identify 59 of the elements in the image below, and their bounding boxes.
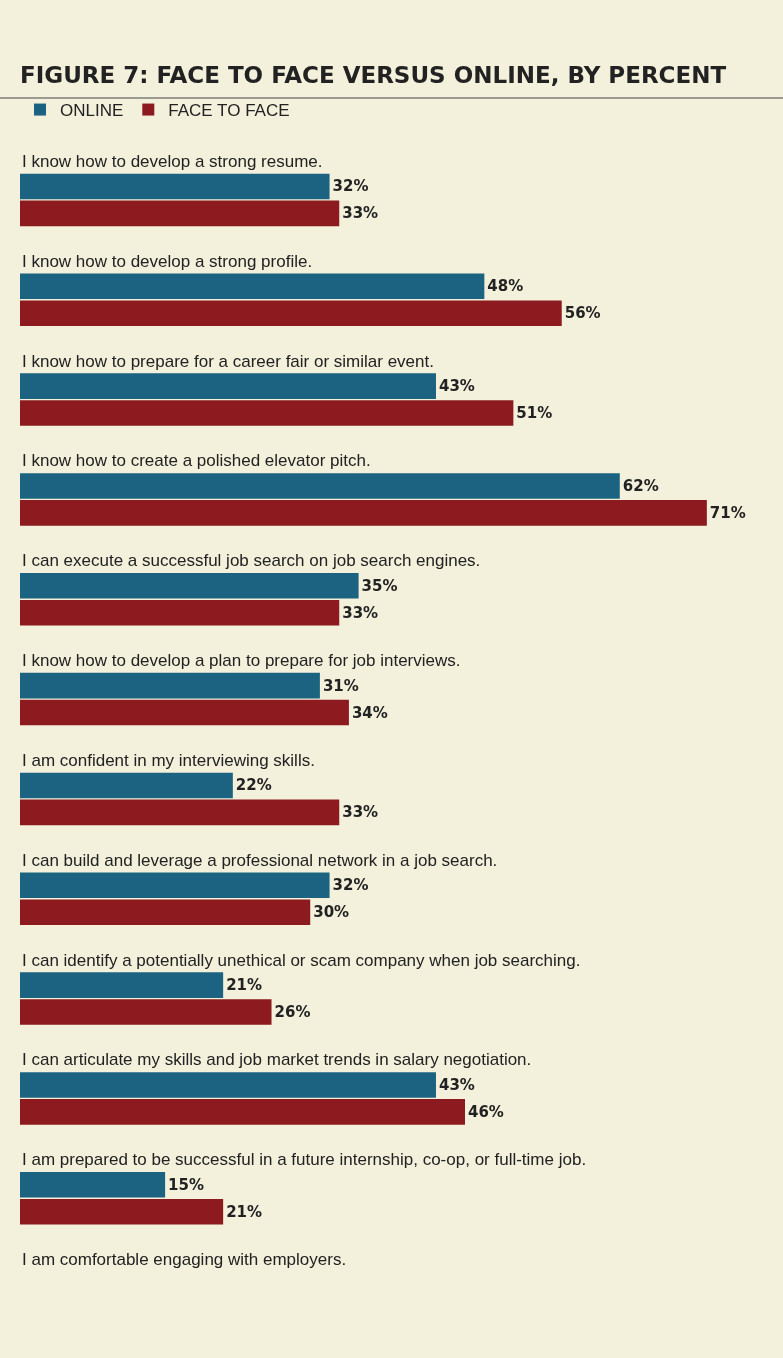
bar [20, 173, 330, 200]
data-label: 71% [709, 503, 746, 522]
data-label: 22% [235, 776, 272, 795]
bar [20, 1072, 436, 1098]
bar [20, 872, 330, 899]
bar [20, 972, 224, 998]
bar [20, 473, 620, 499]
data-label: 48% [487, 277, 524, 296]
bar [20, 300, 562, 327]
bar [20, 799, 340, 826]
bar [20, 1198, 224, 1225]
data-label: 26% [274, 1003, 311, 1022]
bar [20, 899, 311, 926]
y-tick-label: I know how to prepare for a career fair or similar event. [22, 352, 434, 371]
data-label: 31% [322, 676, 359, 695]
data-label: 62% [622, 476, 659, 495]
data-label: 34% [351, 703, 388, 722]
data-label: 51% [516, 404, 553, 423]
bar [20, 672, 320, 699]
legend-label: ONLINE [60, 101, 124, 121]
data-label: 32% [332, 177, 369, 196]
y-tick-label: I can execute a successful job search on job search engines. [22, 551, 481, 570]
data-label: 33% [342, 803, 379, 822]
y-tick-label: I know how to create a polished elevator pitch. [22, 451, 371, 470]
bar [20, 1099, 465, 1125]
y-tick-label: I can build and leverage a professional network in a job search. [22, 851, 498, 870]
data-label: 56% [564, 304, 601, 323]
bar [20, 373, 436, 399]
bar [20, 999, 272, 1025]
bar [20, 400, 514, 426]
bar [20, 572, 359, 599]
bar [20, 1171, 166, 1198]
data-label: 46% [468, 1102, 504, 1121]
data-label: 21% [226, 976, 263, 995]
y-tick-label: I am confident in my interviewing skills. [22, 751, 315, 770]
y-tick-label: I know how to develop a plan to prepare for job interviews. [22, 651, 461, 670]
data-label: 35% [361, 576, 398, 595]
y-tick-label: I can articulate my skills and job market trends in salary negotiation. [22, 1050, 532, 1069]
data-label: 21% [226, 1202, 263, 1221]
data-label: 15% [168, 1175, 205, 1194]
bar [20, 500, 707, 526]
bar [20, 772, 233, 799]
y-tick-label: I am prepared to be successful in a future internship, co-op, or full-time job. [22, 1150, 587, 1169]
data-label: 43% [438, 1075, 475, 1094]
bar [20, 200, 340, 227]
y-tick-label: I can identify a potentially unethical or scam company when job searching. [22, 951, 581, 970]
data-label: 33% [342, 603, 379, 622]
chart-title: FIGURE 7: FACE TO FACE VERSUS ONLINE, BY PERCENT [20, 62, 727, 89]
bar [20, 599, 340, 626]
y-tick-label: I am comfortable engaging with employers. [22, 1250, 347, 1269]
y-tick-label: I know how to develop a strong resume. [22, 152, 323, 171]
legend-label: FACE TO FACE [168, 101, 290, 121]
bar [20, 273, 485, 300]
data-label: 32% [332, 876, 369, 895]
data-label: 33% [342, 204, 379, 223]
data-label: 43% [438, 377, 475, 396]
bar [20, 699, 349, 726]
y-tick-label: I know how to develop a strong profile. [22, 252, 313, 271]
data-label: 30% [313, 903, 350, 922]
